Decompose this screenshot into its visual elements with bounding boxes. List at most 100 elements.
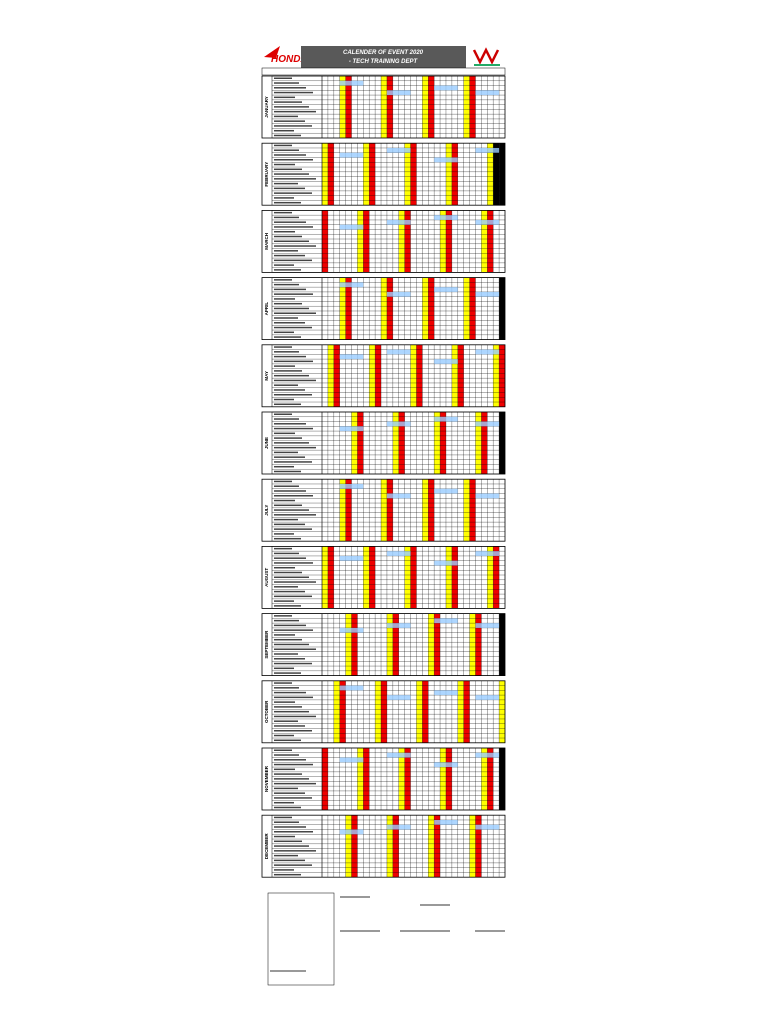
day-column-fill [428,277,435,340]
day-column-fill [357,210,364,273]
day-column-fill [363,143,370,206]
row-label-text [274,178,316,180]
row-label-text [274,437,302,439]
row-label-text [274,854,298,857]
legend [267,892,505,986]
row-label-text [274,398,294,401]
row-label-text [274,379,316,382]
day-column-fill [392,815,399,878]
row-label-text [274,566,295,569]
event-bar [386,421,411,427]
month-label: FEBRUARY [264,162,269,187]
row-label-text [274,240,309,243]
row-label-text [274,307,309,310]
row-label-text [274,537,301,540]
event-bar [434,690,458,696]
row-label-text [274,235,302,238]
row-label-text [274,149,299,151]
event-bar [475,219,500,225]
row-label-text [274,499,295,502]
day-column-fill [440,412,446,474]
event-bar [386,219,411,225]
event-bar [434,762,458,768]
row-label-text [274,528,312,530]
row-label-text [274,787,298,790]
day-column-fill [445,748,452,810]
row-label-text [274,211,292,214]
row-label-text [274,461,312,463]
row-label-text [274,134,301,137]
row-label-text [274,115,298,118]
event-bar [475,623,500,628]
day-column-fill [481,748,488,810]
month-border [261,613,506,676]
event-bar [386,147,411,153]
row-label-text [274,110,316,113]
row-label-text [274,826,306,828]
row-label-text [274,418,299,420]
event-bar [386,551,411,556]
row-label-text [274,182,298,185]
row-label-text [274,720,298,722]
day-column-fill [463,76,470,138]
row-label-text [274,192,312,194]
day-column-fill [410,143,417,206]
event-bar [434,618,458,624]
row-label-text [274,547,292,550]
day-column-fill [487,210,494,273]
honda-logo: HONDA [271,54,308,65]
row-label-text [274,230,295,233]
row-label-text [274,706,302,708]
day-column-fill [499,680,505,743]
day-column-fill [469,76,476,138]
row-label-text [274,264,294,266]
day-column-fill [351,613,358,676]
row-label-text [274,821,299,823]
row-label-text [274,648,316,650]
row-label-text [274,533,294,535]
month-block: APRIL [261,277,506,341]
month-label: AUGUST [264,568,269,587]
signature-line [340,930,380,932]
day-column-fill [422,479,429,542]
title-box [301,46,466,68]
day-column-fill [469,479,476,542]
row-label-text [274,600,294,602]
row-label-text [274,173,309,175]
row-label-text [274,427,313,430]
row-label-text [274,691,306,694]
event-bar [339,224,364,230]
day-column-fill [369,344,376,407]
day-column-fill [410,344,417,407]
day-column-fill [434,815,441,878]
row-label-text [274,696,313,699]
event-bar [386,349,411,355]
day-column-fill [451,143,458,206]
day-column-fill [445,546,452,609]
month-label: SEPTEMBER [264,630,269,659]
row-label-text [274,754,299,756]
row-label-text [274,768,295,771]
row-label-text [274,504,302,507]
event-bar [339,80,364,86]
month-block: SEPTEMBER [261,613,506,676]
event-bar [475,824,500,830]
month-label: MARCH [264,233,269,250]
row-label-text [274,581,316,583]
row-label-text [274,653,298,655]
day-column-fill [381,76,387,138]
month-label: DECEMBER [264,833,269,860]
row-label-text [274,586,298,588]
row-label-text [274,91,313,94]
day-column-fill [363,748,370,810]
day-column-fill [428,613,435,676]
row-label-text [274,201,301,204]
month-block: AUGUST [261,546,506,609]
row-label-text [274,393,312,396]
row-label-text [274,658,305,660]
row-label-text [274,629,313,631]
event-bar [434,488,458,494]
row-label-text [274,144,292,147]
row-label-text [274,873,301,876]
row-label-text [274,279,292,281]
